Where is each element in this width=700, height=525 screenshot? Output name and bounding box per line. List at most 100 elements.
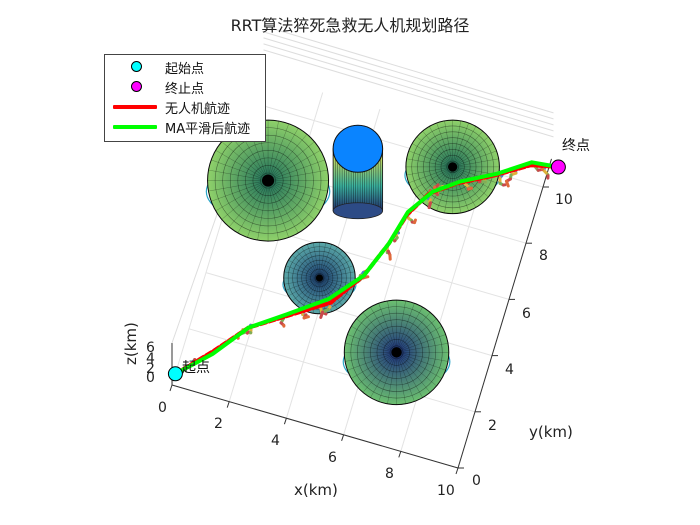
mesh-spoke — [396, 326, 442, 353]
mesh-spoke — [370, 352, 397, 398]
flight-paths — [173, 160, 561, 376]
mesh-spoke — [396, 318, 437, 353]
mesh-spoke — [208, 180, 269, 192]
mesh-spoke — [267, 150, 321, 181]
mesh-ring — [405, 119, 500, 214]
mesh-spoke — [452, 166, 462, 213]
mesh-ring — [245, 157, 292, 204]
endpoint-markers — [167, 159, 566, 382]
rrt-branch-segment — [504, 179, 510, 188]
mesh-spoke — [215, 150, 269, 181]
mesh-spoke — [285, 265, 320, 279]
mesh-spoke — [267, 180, 279, 241]
x-tick-mark — [455, 467, 459, 475]
mesh-ring — [214, 127, 322, 234]
z-tick-2: 2 — [146, 361, 155, 377]
mesh-ring — [314, 273, 325, 283]
mesh-spoke — [247, 180, 269, 238]
mesh-spoke — [208, 169, 269, 181]
mesh-spoke — [351, 326, 397, 353]
mesh-spoke — [452, 166, 497, 184]
x-tick-2: 2 — [214, 416, 223, 432]
x-tick-4: 4 — [271, 433, 280, 449]
x-tick-mark — [283, 418, 287, 425]
mesh-spoke — [267, 180, 321, 212]
mesh-spoke — [378, 352, 397, 402]
legend-item-smoothed-path: MA平滑后航迹 — [105, 117, 265, 137]
mesh-spoke — [412, 143, 453, 168]
legend-label-drone-path: 无人机航迹 — [165, 102, 231, 117]
x-tick-0: 0 — [158, 400, 167, 416]
mesh-spoke — [319, 250, 343, 279]
box-frame-line — [263, 37, 554, 126]
mesh-spoke — [452, 166, 469, 211]
mesh-spoke — [267, 159, 325, 181]
mesh-spoke — [396, 312, 431, 353]
mesh-spoke — [416, 166, 453, 198]
mesh-spoke — [257, 180, 269, 241]
mesh-spoke — [452, 166, 477, 208]
mesh-spoke — [396, 352, 431, 393]
obstacles — [205, 119, 501, 406]
mesh-spoke — [396, 334, 446, 353]
mesh-spoke — [267, 128, 299, 181]
x-tick-mark — [226, 401, 230, 408]
mesh-spoke — [319, 277, 338, 310]
mesh-spoke — [319, 244, 332, 279]
legend-item-end: 终止点 — [105, 77, 265, 97]
z-axis-label: z(km) — [122, 322, 140, 365]
mesh-spoke — [429, 126, 453, 168]
rrt-branch-segment — [413, 218, 417, 225]
mesh-spoke — [356, 352, 397, 387]
mesh-spoke — [267, 180, 308, 228]
mesh-spoke — [221, 180, 269, 220]
mesh-spoke — [406, 166, 453, 176]
mesh-spoke — [301, 277, 320, 310]
mesh-spoke — [228, 180, 269, 228]
rrt-branch-segment — [322, 311, 328, 316]
mesh-ring — [363, 319, 430, 386]
mesh-ring — [301, 259, 338, 297]
mesh-spoke — [319, 265, 354, 279]
mesh-spoke — [221, 141, 269, 181]
mesh-spoke — [291, 254, 320, 279]
start-point-marker — [167, 366, 183, 382]
x-tick-mark — [398, 451, 402, 458]
mesh-spoke — [345, 343, 397, 353]
y-tick-2: 2 — [488, 418, 497, 434]
mesh-spoke — [452, 136, 489, 168]
mesh-spoke — [319, 246, 338, 279]
mesh-spoke — [211, 180, 269, 202]
legend-label-start: 起始点 — [165, 62, 205, 77]
mesh-spoke — [356, 318, 397, 353]
mesh-spoke — [422, 130, 453, 168]
y-tick-0: 0 — [472, 473, 481, 489]
mesh-ring — [423, 137, 483, 197]
start-label: 起点 — [182, 360, 210, 376]
mesh-ring — [252, 165, 284, 196]
mesh-ring — [417, 131, 489, 203]
mesh-spoke — [319, 254, 348, 279]
mesh-ring — [229, 142, 307, 219]
mesh-spoke — [452, 130, 483, 168]
mesh-ring — [383, 338, 410, 366]
box-frame-line — [263, 31, 554, 120]
mesh-spoke — [396, 352, 415, 402]
mesh-spoke — [347, 352, 397, 371]
mesh-spoke — [452, 122, 469, 167]
mesh-spoke — [408, 166, 453, 184]
mesh-ring — [310, 268, 329, 288]
mesh-ring — [222, 134, 314, 227]
y-axis-label: y(km) — [529, 423, 573, 441]
mesh-spoke — [345, 352, 397, 362]
mesh-spoke — [215, 180, 269, 212]
rrt-branch-segment — [302, 315, 310, 320]
mesh-spoke — [319, 271, 355, 279]
mesh-ring — [411, 125, 494, 209]
mesh-spoke — [237, 180, 269, 234]
red-line-icon — [113, 105, 157, 109]
x-tick-mark — [341, 434, 345, 441]
mesh-spoke — [396, 352, 423, 398]
mesh-spoke — [416, 136, 453, 168]
